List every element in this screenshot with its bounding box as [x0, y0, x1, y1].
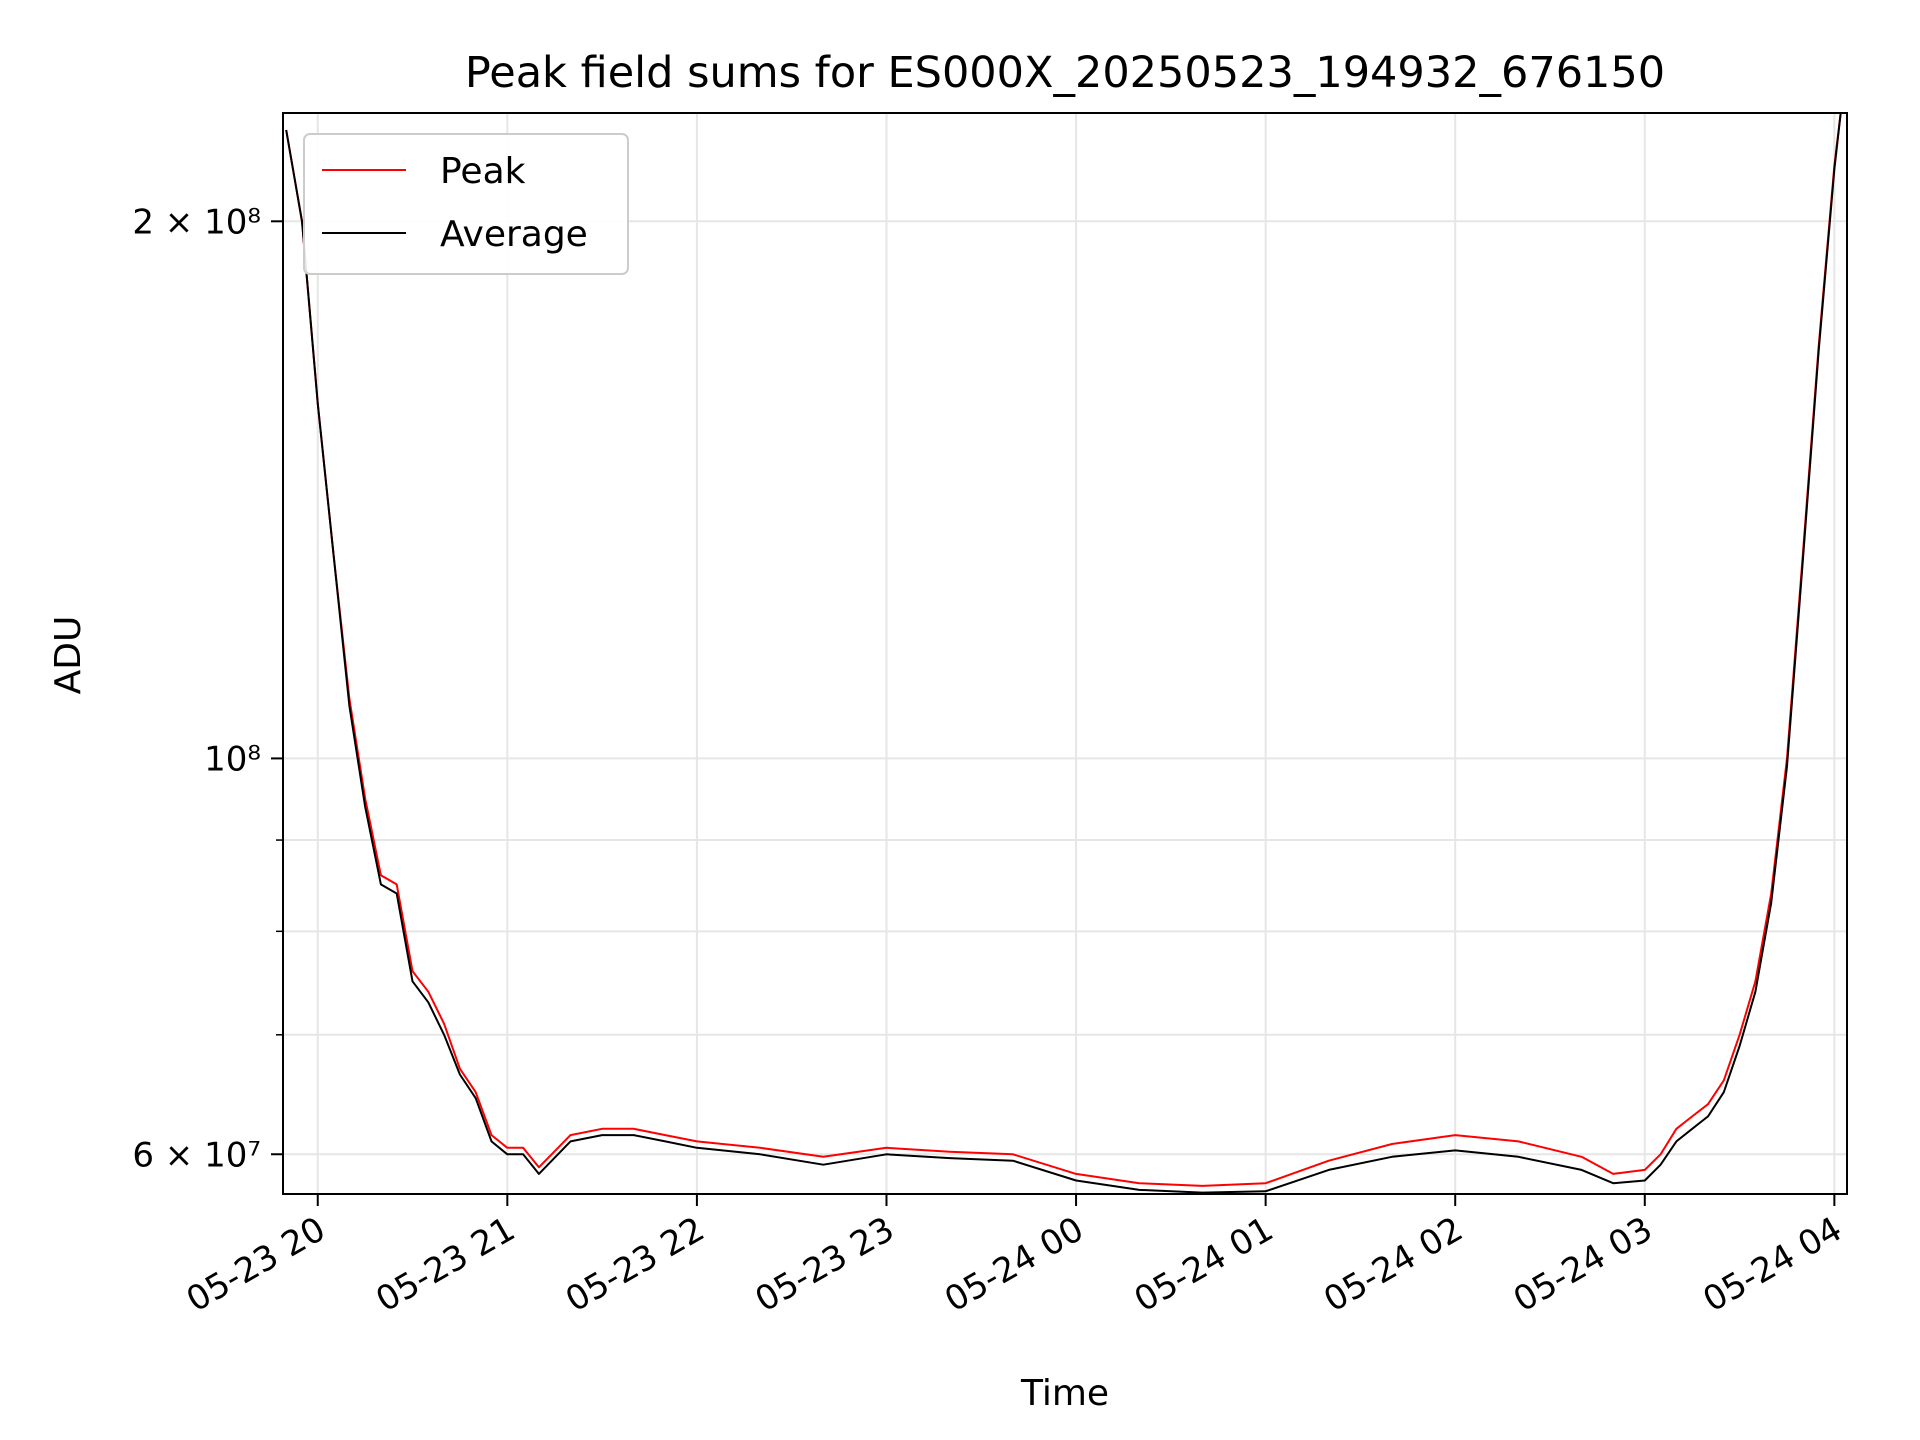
series-layer: [285, 113, 1842, 1194]
series-line-peak: [285, 113, 1842, 1187]
legend-label-peak: Peak: [440, 151, 526, 192]
y-axis: 6 × 10⁷ 10⁸ 2 × 10⁸: [132, 202, 283, 1175]
plot-area-frame: [282, 112, 1848, 1195]
legend-label-average: Average: [440, 214, 588, 255]
legend: Peak Average: [303, 133, 629, 275]
y-tick-label: 6 × 10⁷: [132, 1135, 261, 1175]
y-axis-label: ADU: [48, 616, 89, 695]
y-tick-label: 2 × 10⁸: [132, 202, 261, 242]
x-axis-label: Time: [1020, 1373, 1109, 1414]
y-tick-label: 10⁸: [204, 739, 261, 779]
chart-title: Peak field sums for ES000X_20250523_1949…: [465, 48, 1665, 98]
series-line-average: [285, 113, 1842, 1194]
grid: [283, 113, 1847, 1194]
